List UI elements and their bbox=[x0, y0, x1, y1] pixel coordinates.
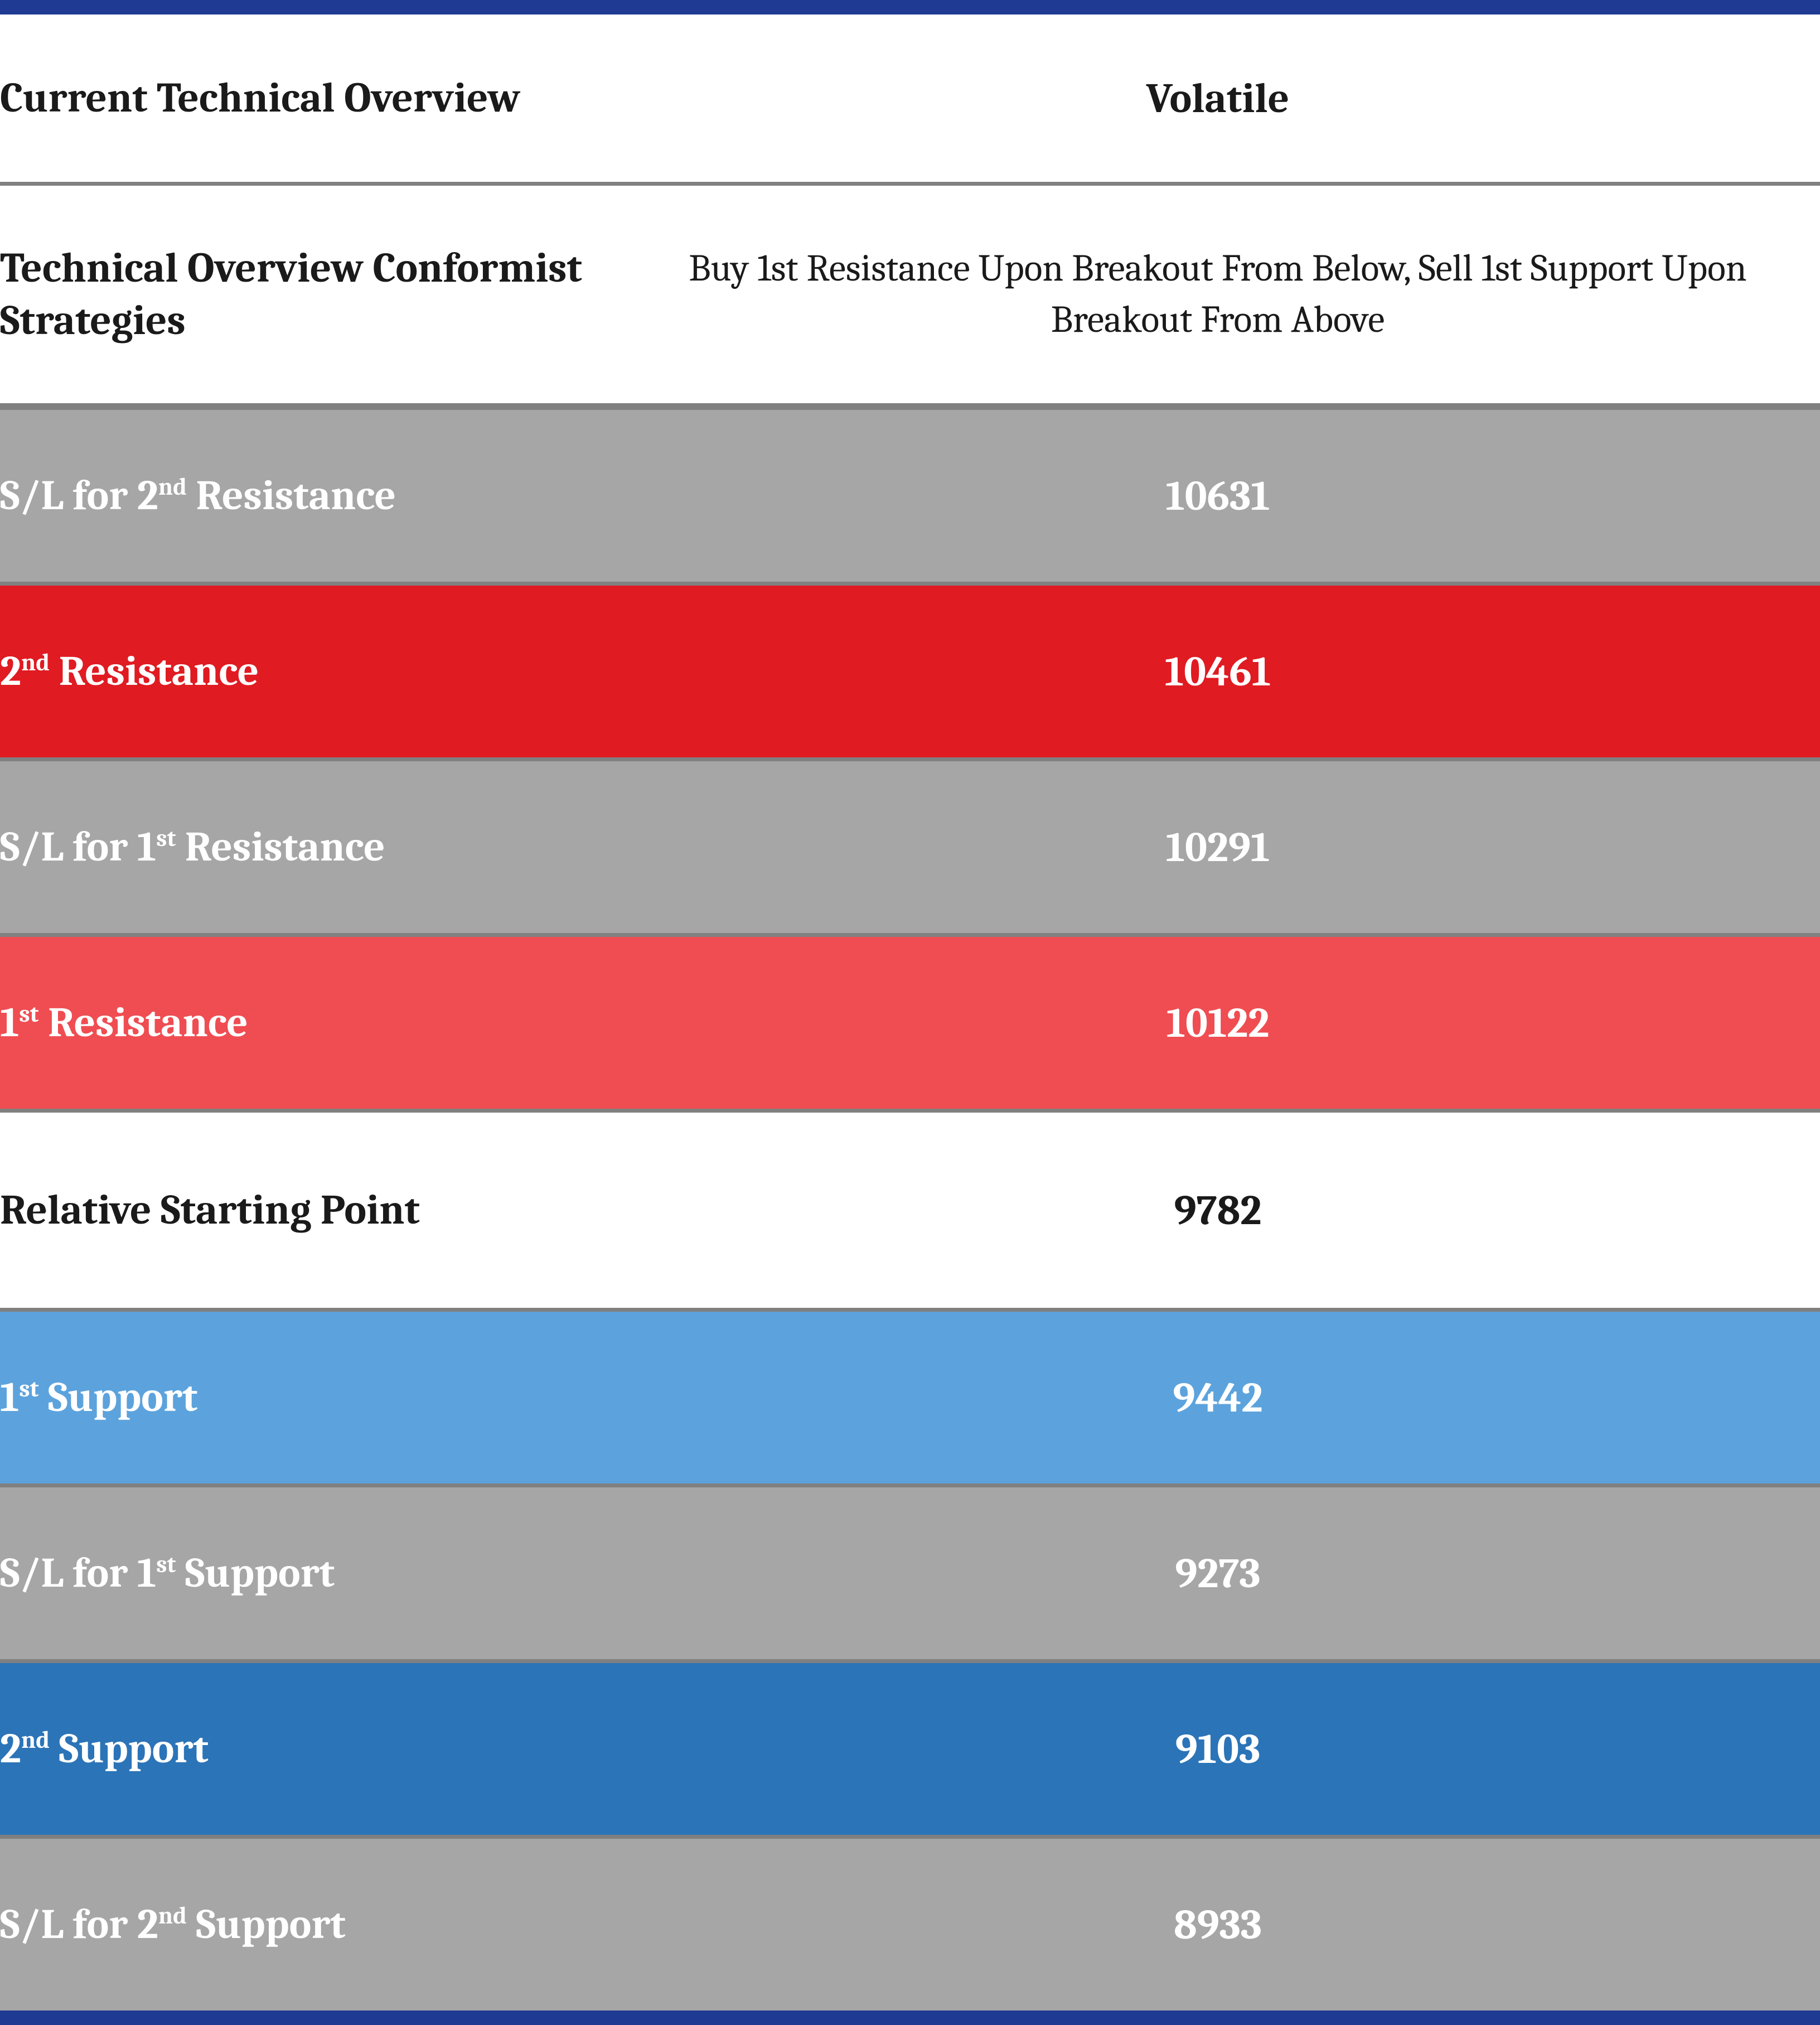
value-1st-resistance: 10122 bbox=[616, 937, 1820, 1109]
hrule bbox=[0, 1483, 1820, 1487]
label-2nd-support: 2nd Support bbox=[0, 1663, 616, 1835]
hrule bbox=[0, 1308, 1820, 1312]
row-2nd-resistance: 2nd Resistance 10461 bbox=[0, 586, 1820, 757]
value-sl-2nd-resistance: 10631 bbox=[616, 410, 1820, 582]
row-sl-2nd-support: S/L for 2nd Support 8933 bbox=[0, 1839, 1820, 2010]
hrule bbox=[0, 757, 1820, 761]
ordinal: st bbox=[156, 824, 176, 852]
value-sl-2nd-support: 8933 bbox=[616, 1839, 1820, 2010]
row-1st-support: 1st Support 9442 bbox=[0, 1312, 1820, 1483]
value-2nd-support: 9103 bbox=[616, 1663, 1820, 1835]
label-relative-starting-point: Relative Starting Point bbox=[0, 1113, 616, 1308]
ordinal: nd bbox=[21, 649, 50, 676]
hrule bbox=[0, 1659, 1820, 1663]
value-sl-1st-support: 9273 bbox=[616, 1487, 1820, 1659]
text: Support bbox=[39, 1373, 198, 1422]
text: Support bbox=[187, 1900, 346, 1949]
label-1st-support: 1st Support bbox=[0, 1312, 616, 1483]
ordinal: st bbox=[156, 1550, 176, 1578]
hrule bbox=[0, 182, 1820, 186]
hrule bbox=[0, 1109, 1820, 1113]
ordinal: st bbox=[19, 1000, 38, 1028]
row-sl-2nd-resistance: S/L for 2nd Resistance 10631 bbox=[0, 410, 1820, 582]
text: S/L for 2 bbox=[0, 1900, 158, 1949]
text: Support bbox=[176, 1549, 335, 1597]
text: Resistance bbox=[176, 823, 385, 871]
row-2nd-support: 2nd Support 9103 bbox=[0, 1663, 1820, 1835]
label-conformist-strategies: Technical Overview Conformist Strategies bbox=[0, 186, 616, 403]
label-sl-2nd-support: S/L for 2nd Support bbox=[0, 1839, 616, 2010]
value-1st-support: 9442 bbox=[616, 1312, 1820, 1483]
hrule bbox=[0, 582, 1820, 586]
ordinal: nd bbox=[158, 1902, 187, 1930]
ordinal: st bbox=[19, 1375, 38, 1403]
row-1st-resistance: 1st Resistance 10122 bbox=[0, 937, 1820, 1109]
hrule bbox=[0, 403, 1820, 410]
text: 1 bbox=[0, 998, 19, 1047]
ordinal: nd bbox=[21, 1726, 50, 1754]
value-current-technical-overview: Volatile bbox=[616, 15, 1820, 182]
hrule bbox=[0, 1835, 1820, 1839]
text: 2 bbox=[0, 1724, 21, 1773]
label-sl-1st-resistance: S/L for 1st Resistance bbox=[0, 761, 616, 933]
hrule bbox=[0, 933, 1820, 937]
value-sl-1st-resistance: 10291 bbox=[616, 761, 1820, 933]
ordinal: nd bbox=[158, 473, 187, 501]
label-2nd-resistance: 2nd Resistance bbox=[0, 586, 616, 757]
top-border bbox=[0, 0, 1820, 15]
value-2nd-resistance: 10461 bbox=[616, 586, 1820, 757]
label-1st-resistance: 1st Resistance bbox=[0, 937, 616, 1109]
row-conformist-strategies: Technical Overview Conformist Strategies… bbox=[0, 186, 1820, 403]
text: S/L for 2 bbox=[0, 471, 158, 520]
text: Resistance bbox=[187, 471, 396, 520]
row-relative-starting-point: Relative Starting Point 9782 bbox=[0, 1113, 1820, 1308]
row-current-technical-overview: Current Technical Overview Volatile bbox=[0, 15, 1820, 182]
text: Resistance bbox=[39, 998, 248, 1047]
row-sl-1st-support: S/L for 1st Support 9273 bbox=[0, 1487, 1820, 1659]
text: S/L for 1 bbox=[0, 823, 156, 871]
text: 2 bbox=[0, 647, 21, 695]
technical-overview-table-wrap: Current Technical Overview Volatile Tech… bbox=[0, 0, 1820, 2025]
row-sl-1st-resistance: S/L for 1st Resistance 10291 bbox=[0, 761, 1820, 933]
value-conformist-strategies: Buy 1st Resistance Upon Breakout From Be… bbox=[616, 186, 1820, 403]
label-sl-1st-support: S/L for 1st Support bbox=[0, 1487, 616, 1659]
text: 1 bbox=[0, 1373, 19, 1422]
label-sl-2nd-resistance: S/L for 2nd Resistance bbox=[0, 410, 616, 582]
technical-overview-table: Current Technical Overview Volatile Tech… bbox=[0, 0, 1820, 2025]
text: Relative Starting Point bbox=[0, 1186, 420, 1234]
text: S/L for 1 bbox=[0, 1549, 156, 1597]
bottom-border bbox=[0, 2010, 1820, 2025]
text: Support bbox=[50, 1724, 209, 1773]
text: Resistance bbox=[50, 647, 259, 695]
label-current-technical-overview: Current Technical Overview bbox=[0, 15, 616, 182]
value-relative-starting-point: 9782 bbox=[616, 1113, 1820, 1308]
